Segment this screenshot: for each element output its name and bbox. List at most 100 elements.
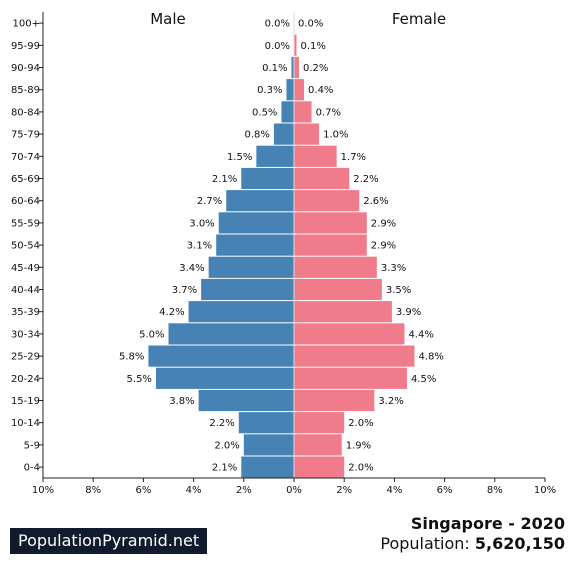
male-bar-50-54	[216, 234, 294, 256]
male-bar-10-14	[238, 412, 294, 434]
male-bar-75-79	[273, 123, 294, 145]
age-label-20-24: 20-24	[11, 374, 40, 385]
age-label-90-94: 90-94	[11, 63, 40, 74]
male-label-95-99: 0.0%	[265, 41, 290, 52]
female-bar-30-34	[294, 323, 405, 345]
age-label-40-44: 40-44	[11, 285, 40, 296]
age-label-45-49: 45-49	[11, 263, 40, 274]
age-label-85-89: 85-89	[11, 85, 40, 96]
legend-male: Male	[150, 10, 186, 28]
age-label-30-34: 30-34	[11, 329, 40, 340]
age-label-95-99: 95-99	[11, 41, 40, 52]
age-label-35-39: 35-39	[11, 307, 40, 318]
male-bar-70-74	[256, 145, 294, 167]
age-label-55-59: 55-59	[11, 218, 40, 229]
population-summary: Population: 5,620,150	[380, 534, 565, 553]
age-label-0-4: 0-4	[24, 463, 40, 474]
male-bar-35-39	[188, 301, 294, 323]
x-tick-label-2: 6%	[135, 485, 151, 496]
age-label-15-19: 15-19	[11, 396, 40, 407]
x-tick-label-9: 8%	[487, 485, 503, 496]
female-bar-70-74	[294, 145, 337, 167]
male-label-15-19: 3.8%	[169, 396, 194, 407]
female-bar-60-64	[294, 190, 360, 212]
age-label-75-79: 75-79	[11, 130, 40, 141]
age-label-80-84: 80-84	[11, 107, 40, 118]
female-label-75-79: 1.0%	[323, 130, 348, 141]
female-label-25-29: 4.8%	[418, 352, 443, 363]
female-label-85-89: 0.4%	[308, 85, 333, 96]
male-bar-20-24	[155, 367, 294, 389]
female-bar-25-29	[294, 345, 415, 367]
x-tick-label-7: 4%	[386, 485, 402, 496]
male-label-40-44: 3.7%	[172, 285, 197, 296]
female-bar-20-24	[294, 367, 407, 389]
age-label-100+: 100+	[13, 19, 40, 30]
age-label-60-64: 60-64	[11, 196, 40, 207]
x-tick-label-8: 6%	[437, 485, 453, 496]
population-pyramid-chart: Male Female 100+ 0.0% 0.0% 95-99 0.0% 0.1% 90-94…	[11, 10, 556, 496]
male-bar-5-9	[243, 434, 294, 456]
female-label-65-69: 2.2%	[353, 174, 378, 185]
male-bar-0-4	[241, 456, 294, 478]
male-bar-30-34	[168, 323, 294, 345]
female-label-10-14: 2.0%	[348, 418, 373, 429]
x-tick-label-10: 10%	[534, 485, 556, 496]
age-label-70-74: 70-74	[11, 152, 40, 163]
female-bar-10-14	[294, 412, 345, 434]
male-bar-80-84	[281, 101, 294, 123]
male-label-50-54: 3.1%	[187, 241, 212, 252]
female-label-60-64: 2.6%	[363, 196, 388, 207]
male-label-20-24: 5.5%	[127, 374, 152, 385]
female-bar-85-89	[294, 79, 305, 101]
female-label-100+: 0.0%	[298, 19, 323, 30]
female-label-80-84: 0.7%	[316, 107, 341, 118]
male-label-0-4: 2.1%	[212, 463, 237, 474]
male-bar-65-69	[241, 167, 294, 190]
female-bar-40-44	[294, 278, 382, 301]
male-label-75-79: 0.8%	[245, 130, 270, 141]
female-bar-35-39	[294, 301, 392, 323]
male-label-35-39: 4.2%	[159, 307, 184, 318]
age-label-65-69: 65-69	[11, 174, 40, 185]
male-label-90-94: 0.1%	[262, 63, 287, 74]
female-label-35-39: 3.9%	[396, 307, 421, 318]
female-bar-80-84	[294, 101, 312, 123]
x-tick-label-5: 0%	[286, 485, 302, 496]
male-bar-90-94	[291, 56, 294, 79]
female-label-30-34: 4.4%	[408, 329, 433, 340]
female-label-55-59: 2.9%	[371, 218, 396, 229]
male-label-85-89: 0.3%	[257, 85, 282, 96]
population-label: Population:	[380, 534, 470, 553]
age-label-50-54: 50-54	[11, 241, 40, 252]
female-bar-15-19	[294, 389, 375, 412]
male-bar-40-44	[201, 278, 294, 301]
female-label-15-19: 3.2%	[378, 396, 403, 407]
male-label-100+: 0.0%	[265, 19, 290, 30]
female-label-45-49: 3.3%	[381, 263, 406, 274]
brand-logo-text[interactable]: PopulationPyramid.net	[10, 528, 208, 554]
age-label-25-29: 25-29	[11, 352, 40, 363]
female-bar-45-49	[294, 256, 377, 278]
female-label-70-74: 1.7%	[341, 152, 366, 163]
male-bar-45-49	[208, 256, 294, 278]
male-label-25-29: 5.8%	[119, 352, 144, 363]
male-label-70-74: 1.5%	[227, 152, 252, 163]
female-label-20-24: 4.5%	[411, 374, 436, 385]
female-label-40-44: 3.5%	[386, 285, 411, 296]
age-label-5-9: 5-9	[24, 440, 40, 451]
legend-female: Female	[392, 10, 446, 28]
male-bar-55-59	[218, 212, 294, 234]
x-tick-label-4: 2%	[236, 485, 252, 496]
x-tick-label-3: 4%	[186, 485, 202, 496]
female-bar-50-54	[294, 234, 367, 256]
male-label-10-14: 2.2%	[209, 418, 234, 429]
female-label-0-4: 2.0%	[348, 463, 373, 474]
male-label-60-64: 2.7%	[197, 196, 222, 207]
x-tick-label-6: 2%	[336, 485, 352, 496]
male-bar-60-64	[226, 190, 294, 212]
male-label-80-84: 0.5%	[252, 107, 277, 118]
female-bar-65-69	[294, 167, 350, 190]
age-label-10-14: 10-14	[11, 418, 40, 429]
male-bar-25-29	[148, 345, 294, 367]
